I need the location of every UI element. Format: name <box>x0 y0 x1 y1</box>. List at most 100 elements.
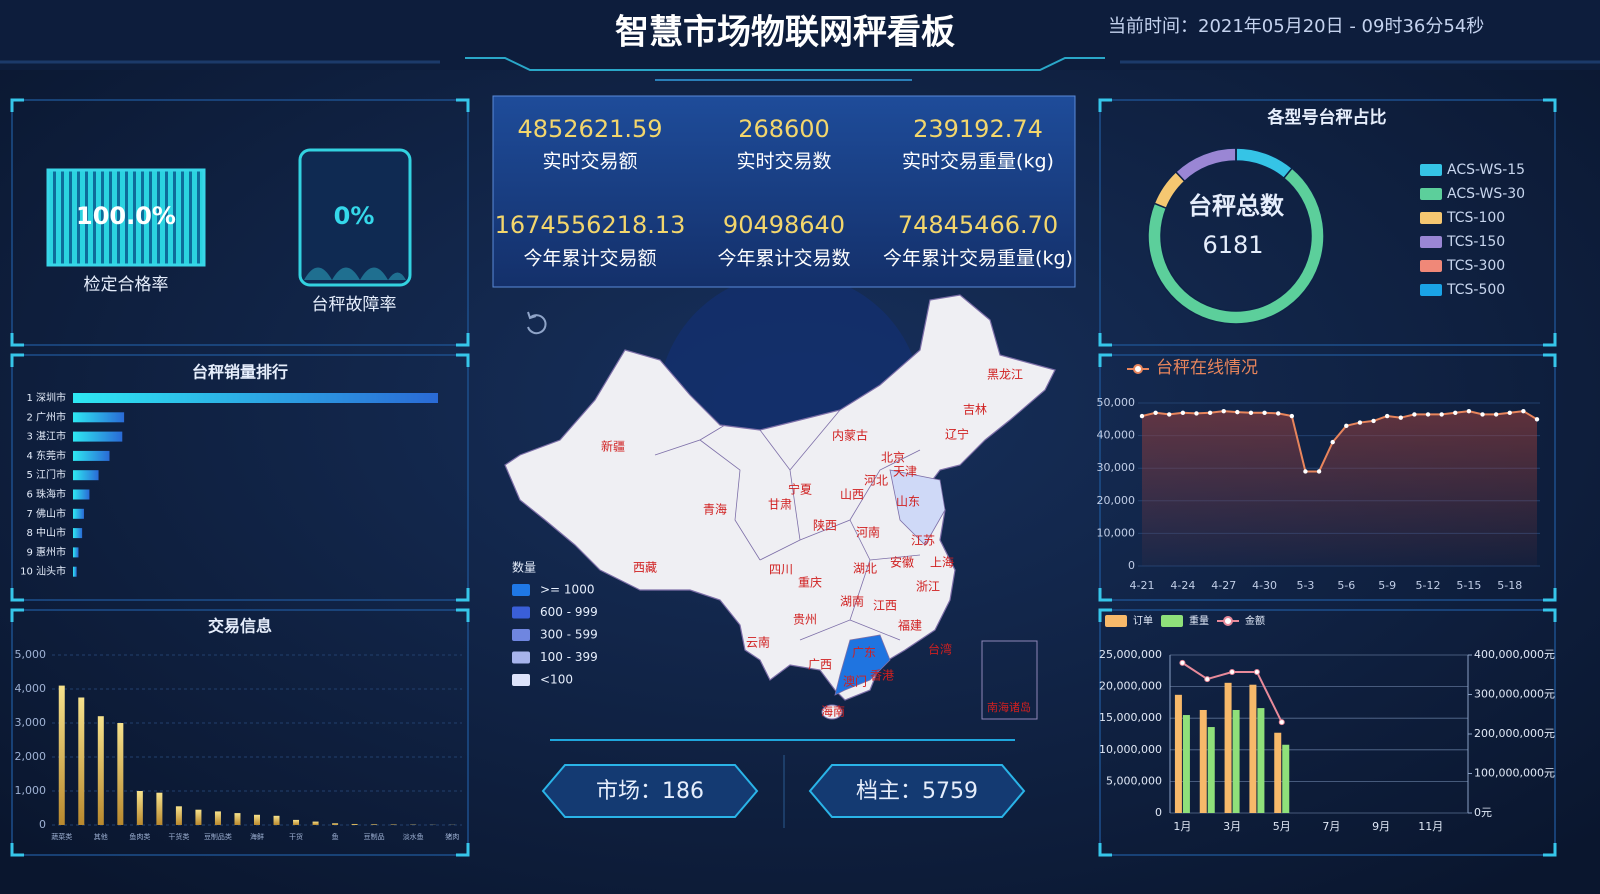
point <box>1330 439 1335 445</box>
stat-label: 今年累计交易数 <box>717 248 850 270</box>
bar <box>1174 694 1182 813</box>
legend-label: >= 1000 <box>540 583 594 597</box>
stats-box <box>492 95 1076 288</box>
panel <box>1099 354 1556 601</box>
category-label: 7 佛山市 <box>26 507 66 520</box>
point <box>1398 415 1403 420</box>
x-tick-label: 9月 <box>1372 820 1390 833</box>
x-tick-label: 5-3 <box>1296 579 1314 592</box>
province-label: 云南 <box>746 635 770 650</box>
y2-tick-label: 100,000,000元 <box>1474 767 1555 780</box>
province-label: 贵州 <box>793 613 817 627</box>
center-title: 台秤总数 <box>1188 192 1285 220</box>
point <box>1204 676 1211 683</box>
stall-button[interactable] <box>808 764 1026 818</box>
bar <box>73 566 77 577</box>
province-label: 广西 <box>808 658 832 672</box>
y-tick-label: 20,000,000 <box>1099 680 1162 693</box>
bar <box>214 811 221 825</box>
category-label: 1 深圳市 <box>26 391 66 404</box>
point <box>1229 668 1236 675</box>
point <box>1207 410 1213 415</box>
panel-corner <box>10 98 470 347</box>
x-tick-label: 其他 <box>94 832 108 841</box>
category-label: 8 中山市 <box>26 526 66 539</box>
inset-box <box>981 640 1038 720</box>
province-label: 陕西 <box>813 518 837 533</box>
bar <box>1182 715 1190 813</box>
stat-value: 4852621.59 <box>517 115 662 143</box>
x-tick-label: 淡水鱼 <box>403 832 424 841</box>
legend-label: 重量 <box>1189 614 1209 627</box>
legend-label: 订单 <box>1133 615 1153 627</box>
bar <box>175 806 182 825</box>
y-tick-label: 0 <box>1155 806 1162 819</box>
x-tick-label: 5-18 <box>1497 579 1522 592</box>
time-label: 当前时间： <box>1108 16 1198 37</box>
map-legend-title: 数量 <box>512 560 536 575</box>
panel-corner <box>1098 353 1557 602</box>
point <box>1153 410 1158 415</box>
refresh-icon[interactable] <box>527 311 547 335</box>
bar <box>1207 727 1215 813</box>
time-value: 2021年05月20日 - 09时36分54秒 <box>1198 16 1484 37</box>
bar <box>117 723 124 825</box>
x-tick-label: 11月 <box>1418 820 1443 833</box>
y2-tick-label: 300,000,000元 <box>1474 688 1555 701</box>
x-tick-label: 豆制品类 <box>204 832 232 841</box>
point <box>1521 408 1526 414</box>
bar <box>73 547 79 558</box>
y2-tick-label: 200,000,000元 <box>1474 727 1555 740</box>
panel <box>11 609 469 856</box>
panel-corner <box>1098 98 1557 347</box>
bar <box>273 815 280 825</box>
legend-label: TCS-100 <box>1446 210 1505 226</box>
x-tick-label: 干货 <box>289 832 303 841</box>
x-tick-label: 5月 <box>1273 820 1291 833</box>
bar <box>1257 708 1265 813</box>
bar <box>73 412 125 423</box>
line <box>1141 410 1538 473</box>
legend-label: 100 - 399 <box>540 650 598 664</box>
bar <box>1232 709 1240 813</box>
legend-swatch <box>512 629 530 641</box>
bar <box>351 823 358 825</box>
point <box>1289 413 1295 419</box>
province-label: 西藏 <box>633 561 657 575</box>
x-tick-label: 海鲜 <box>250 832 264 841</box>
center-value: 6181 <box>1202 231 1263 259</box>
area <box>1142 411 1537 566</box>
province-label: 天津 <box>893 465 917 479</box>
legend-marker <box>1223 616 1233 626</box>
province-label: 浙江 <box>916 580 940 594</box>
province-label: 甘肃 <box>768 498 792 512</box>
y-tick-label: 5,000 <box>15 648 47 661</box>
panel <box>11 99 469 346</box>
legend-swatch <box>1420 212 1442 224</box>
bar <box>371 824 378 825</box>
province-label: 新疆 <box>601 439 625 454</box>
legend-label: 金额 <box>1245 614 1265 627</box>
market-button[interactable] <box>541 764 759 818</box>
legend-swatch <box>1420 236 1442 248</box>
x-tick-label: 5-12 <box>1416 579 1441 592</box>
legend-label: 300 - 599 <box>540 628 598 642</box>
current-time: 当前时间：2021年05月20日 - 09时36分54秒 <box>1108 16 1484 37</box>
bar <box>73 393 438 403</box>
legend-marker <box>1133 364 1143 374</box>
bar <box>1199 709 1207 813</box>
province-label: 河北 <box>864 474 888 488</box>
category-label: 6 珠海市 <box>26 488 66 501</box>
province-label: 福建 <box>898 618 922 633</box>
legend-label: ACS-WS-15 <box>1447 162 1525 178</box>
stat-label: 实时交易额 <box>542 151 637 173</box>
point <box>1167 412 1172 417</box>
legend-label: TCS-300 <box>1446 258 1505 274</box>
category-label: 2 广州市 <box>26 410 66 423</box>
province-label: 海南 <box>821 704 845 719</box>
point <box>1344 423 1349 429</box>
legend-label: TCS-500 <box>1446 282 1505 298</box>
market-value: 186 <box>662 779 704 804</box>
point <box>1412 412 1417 417</box>
province-label: 四川 <box>769 563 793 577</box>
